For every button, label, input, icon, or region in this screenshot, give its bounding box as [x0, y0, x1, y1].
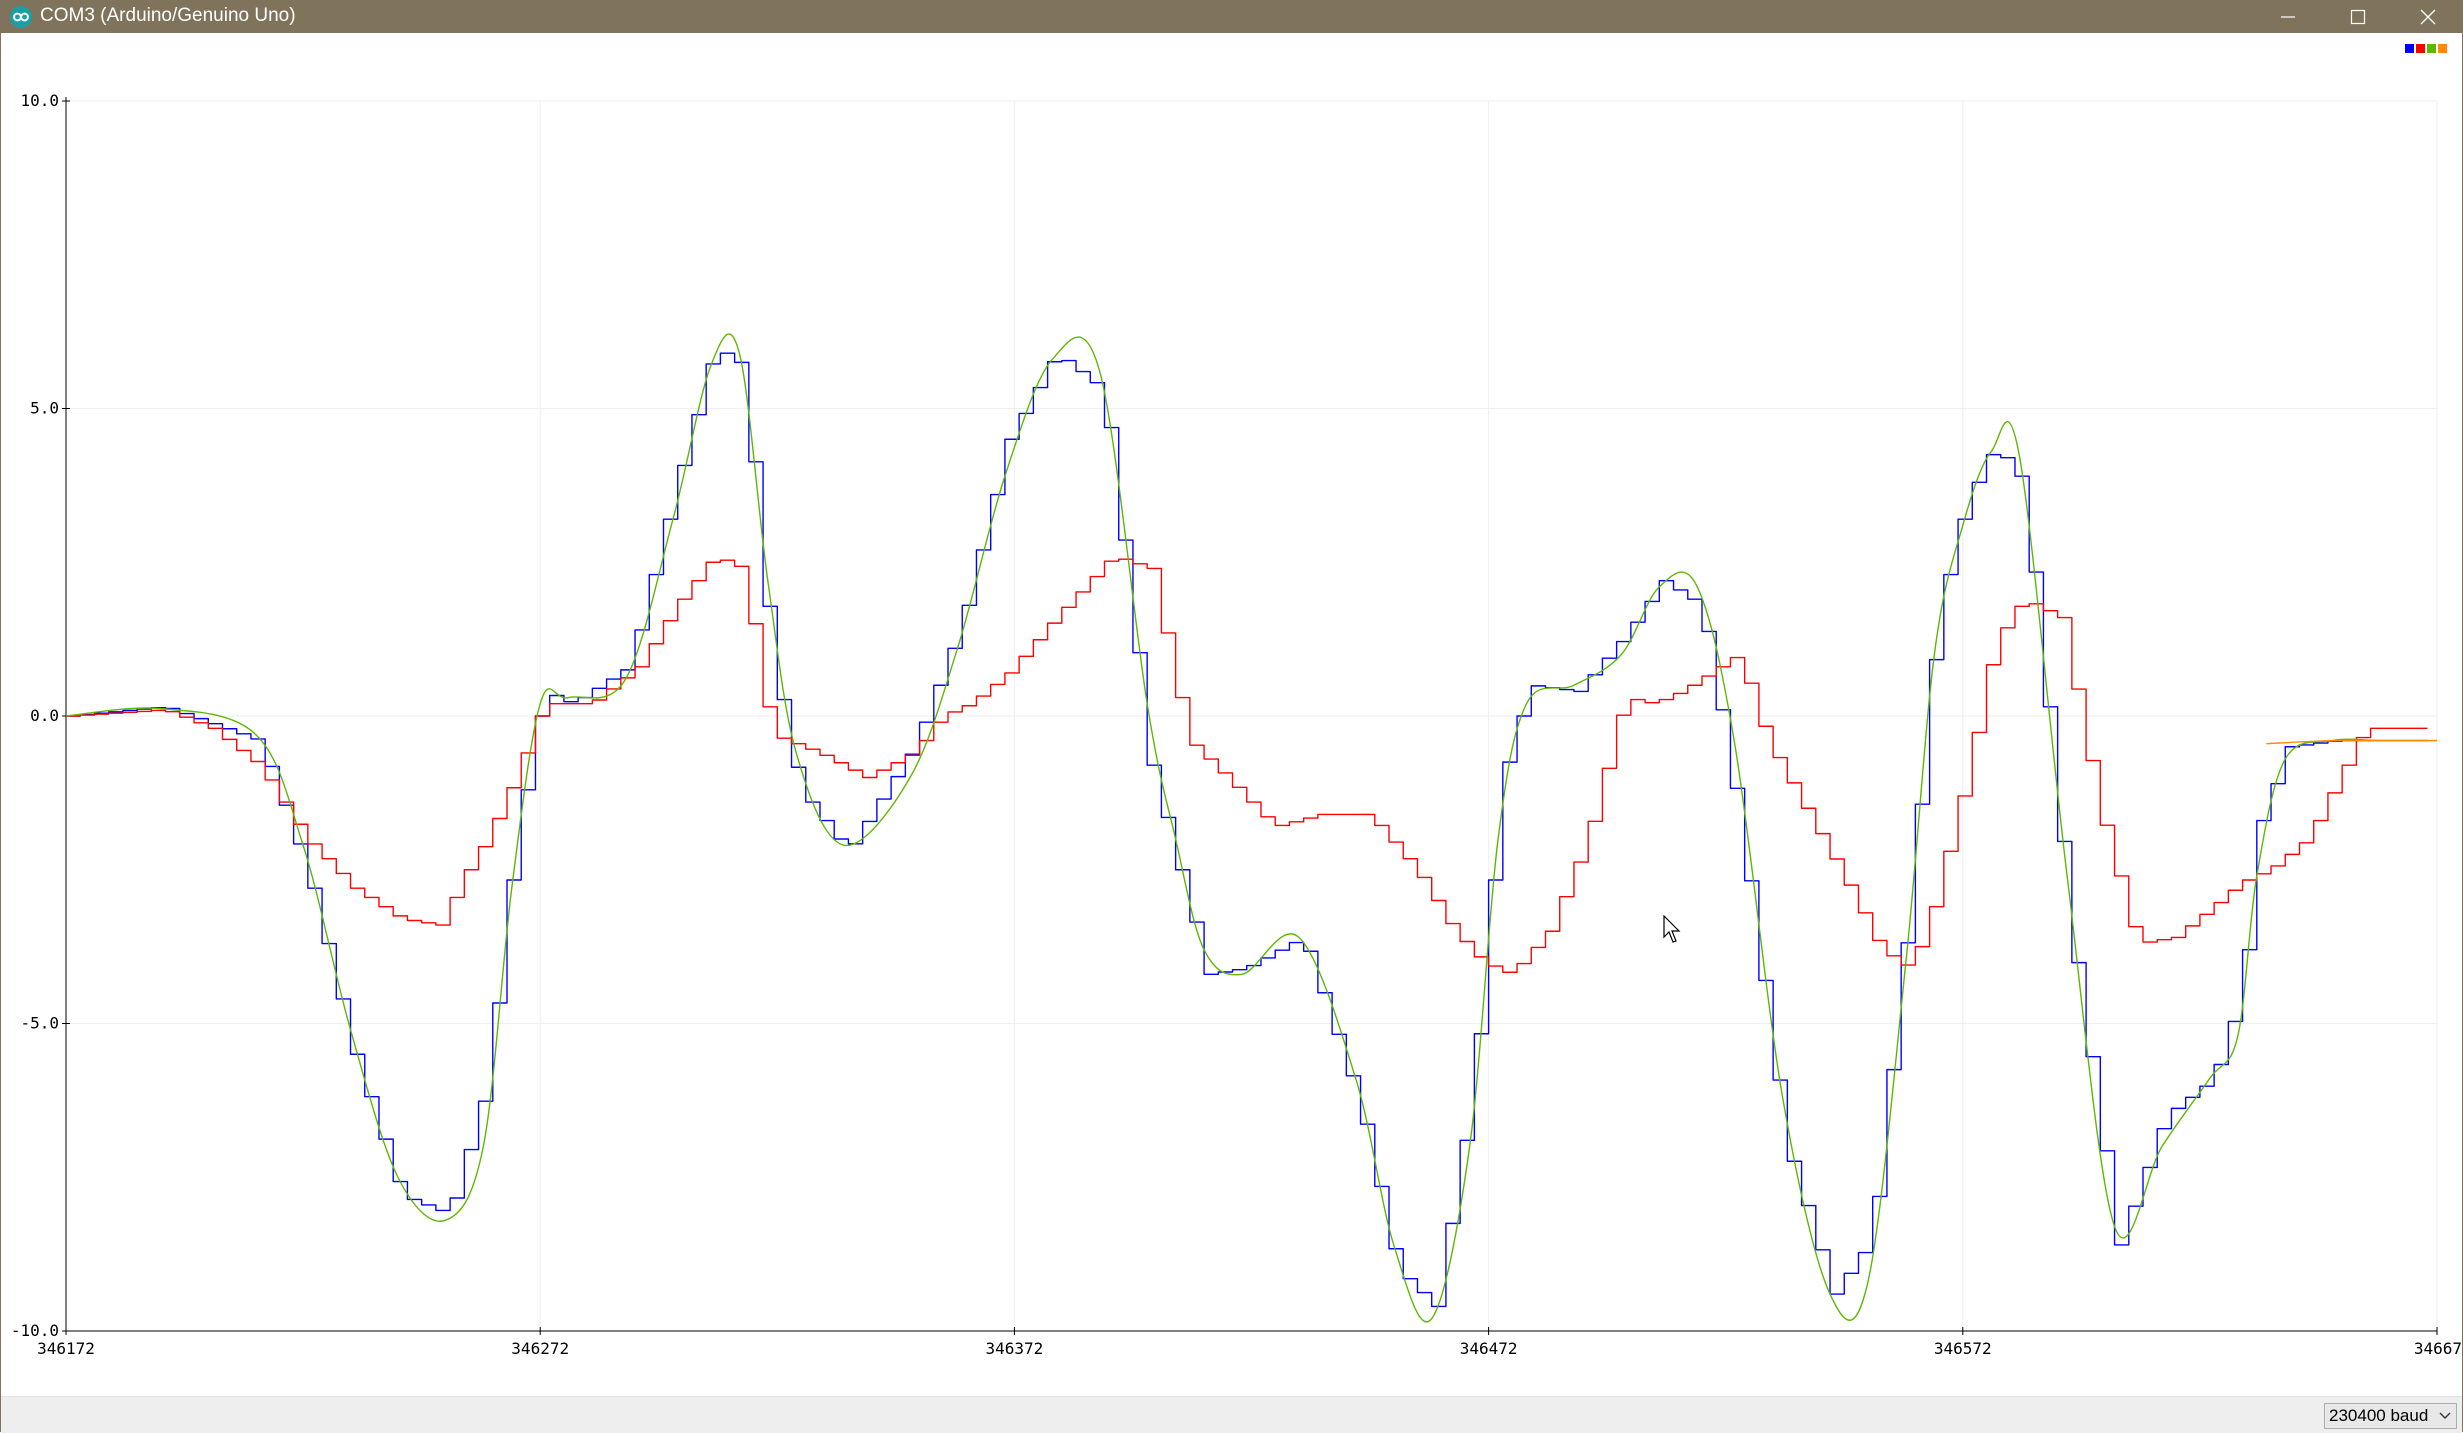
maximize-button[interactable]	[2323, 0, 2393, 33]
chart-series	[65, 333, 2438, 1323]
chevron-down-icon	[2439, 1412, 2451, 1419]
chart-axes	[62, 97, 2438, 1335]
legend-swatch-1	[2405, 44, 2414, 53]
y-tick-label: 5.0	[30, 399, 59, 418]
series-line-2	[66, 558, 2428, 973]
close-button[interactable]	[2393, 0, 2463, 33]
series-line-4	[2266, 739, 2438, 745]
legend-swatch-2	[2416, 44, 2425, 53]
y-tick-label: 0.0	[30, 706, 59, 725]
window-titlebar[interactable]: COM3 (Arduino/Genuino Uno)	[0, 0, 2463, 33]
window-title: COM3 (Arduino/Genuino Uno)	[40, 5, 296, 26]
baud-rate-value: 230400 baud	[2329, 1406, 2429, 1425]
x-tick-label: 346272	[511, 1339, 569, 1358]
baud-rate-select[interactable]: 230400 baud	[2324, 1403, 2457, 1429]
chart-legend	[2405, 44, 2447, 53]
legend-swatch-3	[2427, 44, 2436, 53]
series-line-3	[65, 333, 2438, 1323]
x-tick-label: 34667	[2414, 1339, 2462, 1358]
arduino-logo-icon	[10, 6, 32, 28]
y-tick-label: 10.0	[20, 91, 59, 110]
y-tick-label: -10.0	[11, 1321, 59, 1340]
series-line-1	[66, 352, 2428, 1308]
x-tick-label: 346372	[986, 1339, 1044, 1358]
legend-swatch-4	[2438, 44, 2447, 53]
close-icon	[2420, 9, 2436, 24]
chart-grid	[65, 100, 2438, 1332]
x-tick-label: 346472	[1460, 1339, 1518, 1358]
maximize-icon	[2350, 9, 2366, 24]
mouse-cursor-icon	[1663, 914, 1683, 950]
y-tick-label: -5.0	[20, 1014, 59, 1033]
x-tick-label: 346172	[37, 1339, 95, 1358]
status-bar: 230400 baud	[1, 1396, 2462, 1433]
x-tick-label: 346572	[1934, 1339, 1992, 1358]
minimize-button[interactable]	[2253, 0, 2323, 33]
minimize-icon	[2281, 15, 2295, 18]
